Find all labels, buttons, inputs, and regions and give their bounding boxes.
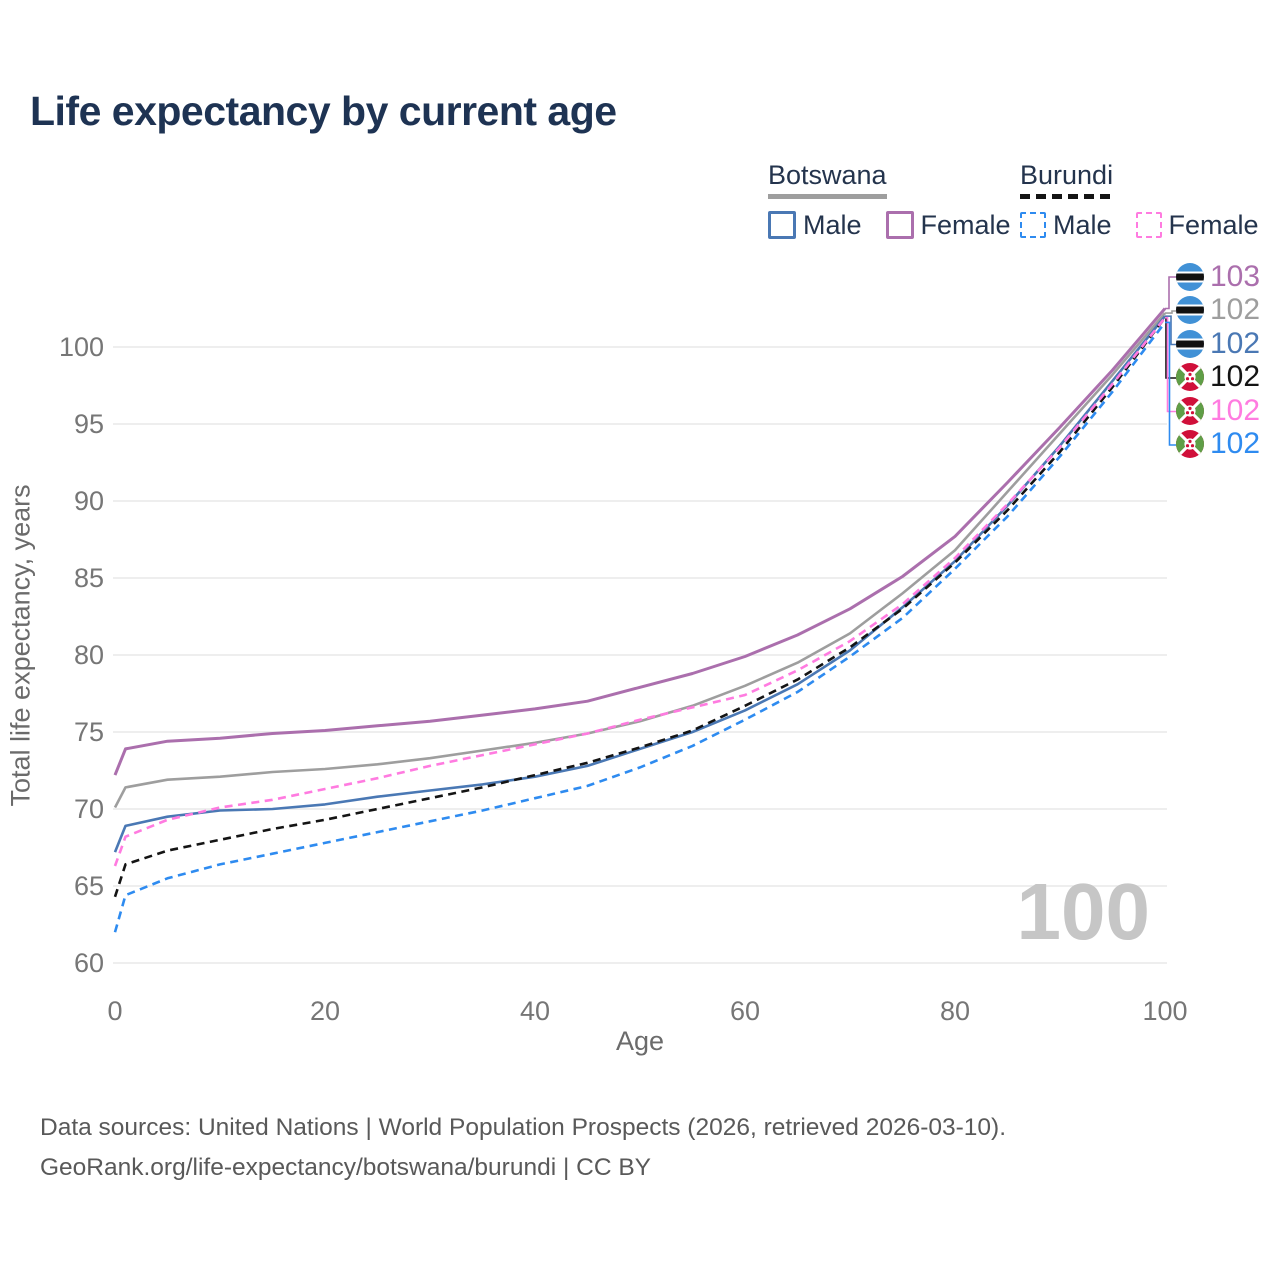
x-tick-80: 80 — [940, 996, 970, 1026]
legend-label: Female — [920, 209, 1011, 240]
footer-data-sources: Data sources: United Nations | World Pop… — [40, 1114, 1007, 1141]
legend-item-burundi-female[interactable]: Female — [1135, 209, 1259, 241]
end-label-row-botswana-all: 102 — [1176, 293, 1261, 328]
end-label-value: 102 — [1210, 326, 1261, 360]
burundi-dashed-line-swatch — [1020, 194, 1114, 199]
series-line-burundi-male — [113, 321, 1167, 933]
burundi-male-swatch — [1020, 212, 1046, 238]
series-end-labels: 103 102 102 102 102 102 — [1176, 260, 1260, 461]
end-label-connector — [1165, 315, 1176, 346]
botswana-flag-icon — [1176, 296, 1204, 325]
line-chart-plot-area: 60 65 70 75 80 85 90 95 100 0 20 40 60 80 100 — [59, 276, 1188, 1026]
end-label-connector — [1165, 310, 1176, 314]
end-label-row-burundi-all: 102 — [1176, 360, 1261, 395]
burundi-flag-icon — [1176, 363, 1204, 392]
x-tick-0: 0 — [107, 996, 122, 1026]
x-tick-100: 100 — [1142, 996, 1187, 1026]
legend-label: Female — [1168, 209, 1259, 240]
x-tick-40: 40 — [520, 996, 550, 1026]
burundi-female-swatch — [1135, 212, 1162, 238]
x-tick-60: 60 — [730, 996, 760, 1026]
end-label-connector — [1165, 316, 1176, 413]
y-tick-75: 75 — [74, 717, 104, 747]
series-line-botswana-male — [113, 315, 1167, 853]
legend-label: Male — [803, 209, 862, 240]
x-axis-title: Age — [615, 1026, 665, 1056]
end-label-value: 103 — [1210, 259, 1261, 293]
end-label-connector — [1165, 276, 1176, 310]
y-tick-80: 80 — [74, 640, 104, 670]
end-label-value: 102 — [1210, 293, 1261, 327]
age-watermark: 100 — [1016, 867, 1150, 956]
series-line-botswana-female — [113, 307, 1167, 776]
page-title: Life expectancy by current age — [30, 88, 617, 134]
burundi-flag-icon — [1176, 430, 1204, 459]
end-label-row-burundi-female: 102 — [1176, 394, 1260, 428]
legend-item-botswana-male[interactable]: Male — [768, 210, 862, 241]
legend-group-botswana: Botswana Male Female — [768, 160, 1011, 241]
legend-item-burundi-male[interactable]: Male — [1020, 210, 1112, 241]
y-tick-90: 90 — [74, 486, 104, 516]
series-line-burundi-female — [113, 316, 1167, 867]
legend-group-burundi: Burundi Male Female — [1020, 160, 1259, 241]
end-label-row-burundi-male: 102 — [1176, 427, 1261, 462]
y-tick-85: 85 — [74, 563, 104, 593]
y-tick-95: 95 — [74, 409, 104, 439]
y-axis-title: Total life expectancy, years — [5, 484, 36, 807]
end-label-row-botswana-female: 103 — [1176, 260, 1260, 294]
footer-attribution: GeoRank.org/life-expectancy/botswana/bur… — [40, 1154, 652, 1181]
legend-country-botswana: Botswana — [768, 160, 887, 190]
end-label-row-botswana-male: 102 — [1176, 327, 1260, 361]
end-label-value: 102 — [1210, 393, 1261, 427]
y-tick-70: 70 — [74, 794, 104, 824]
y-tick-100: 100 — [59, 332, 104, 362]
legend-country-burundi: Burundi — [1020, 160, 1114, 190]
botswana-flag-icon — [1176, 329, 1204, 358]
end-label-connector — [1165, 321, 1176, 446]
x-tick-20: 20 — [310, 996, 340, 1026]
botswana-male-swatch — [768, 211, 796, 239]
y-tick-65: 65 — [74, 871, 104, 901]
legend-label: Male — [1053, 209, 1112, 240]
footer: Data sources: United Nations | World Pop… — [40, 1108, 1006, 1188]
legend-item-botswana-female[interactable]: Female — [885, 209, 1011, 241]
y-tick-60: 60 — [74, 948, 104, 978]
burundi-flag-icon — [1176, 396, 1204, 425]
end-label-value: 102 — [1210, 427, 1261, 461]
botswana-flag-icon — [1176, 262, 1204, 291]
end-label-value: 102 — [1210, 360, 1261, 394]
botswana-female-swatch — [885, 211, 914, 239]
botswana-solid-line-swatch — [768, 194, 887, 199]
